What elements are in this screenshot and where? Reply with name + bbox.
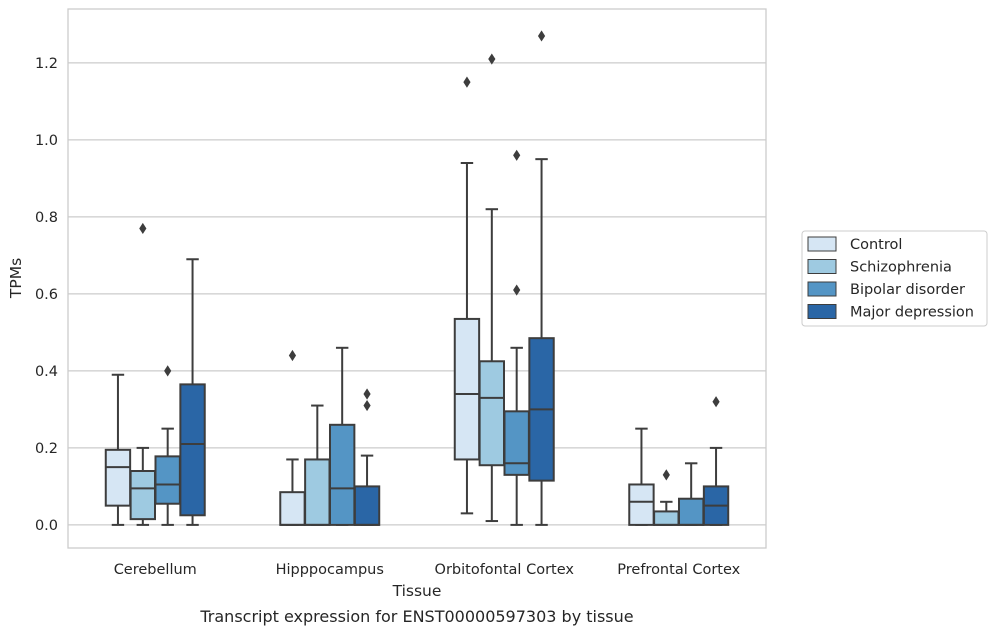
outlier-point: [139, 222, 147, 235]
box-iqr: [677, 497, 705, 526]
y-tick-label: 1.0: [35, 133, 58, 149]
legend-label: Schizophrenia: [850, 260, 952, 276]
outlier-point: [288, 349, 297, 362]
box-0-2: [453, 76, 481, 515]
x-axis-label: Tissue: [392, 582, 442, 600]
box-3-0: [179, 258, 206, 526]
legend-label: Bipolar disorder: [850, 282, 965, 298]
outlier-point: [463, 76, 471, 88]
legend-label: Control: [850, 237, 902, 253]
boxes: [104, 30, 730, 526]
outlier-point: [712, 396, 720, 408]
x-axis-ticks: Cerebellum Hipppocampus Orbitofontal Corte…: [114, 562, 741, 578]
box-iqr: [653, 510, 680, 526]
outlier-point: [537, 30, 546, 42]
legend-swatch: [807, 304, 837, 319]
x-tick-label: Hipppocampus: [276, 562, 384, 578]
box-iqr: [179, 383, 206, 517]
legend-swatch: [807, 236, 837, 252]
plot-frame: [67, 8, 767, 549]
box-iqr: [503, 410, 530, 476]
y-tick-label: 0.0: [35, 518, 58, 534]
box-iqr: [129, 470, 157, 521]
legend-frame: [801, 230, 988, 327]
box-0-3: [628, 427, 655, 526]
outlier-point: [662, 469, 670, 481]
y-axis-ticks: 0.0 0.2 0.4 0.6 0.8 1.0 1.2: [35, 56, 58, 534]
box-iqr: [154, 455, 181, 505]
box-iqr: [304, 458, 331, 526]
box-3-3: [702, 396, 730, 526]
outlier-point: [513, 284, 521, 296]
box-1-2: [478, 53, 506, 523]
box-iqr: [279, 491, 306, 526]
outlier-point: [513, 149, 521, 161]
box-1-0: [129, 222, 157, 526]
y-tick-label: 0.8: [35, 210, 58, 226]
outlier-point: [363, 388, 371, 400]
box-iqr: [353, 485, 381, 526]
box-iqr: [328, 423, 356, 526]
box-iqr: [478, 360, 506, 467]
box-iqr: [453, 317, 481, 461]
x-tick-label: Prefrontal Cortex: [617, 562, 740, 578]
legend-swatch: [807, 259, 837, 274]
chart-caption: Transcript expression for ENST0000059730…: [199, 607, 633, 626]
legend-swatch: [807, 281, 837, 297]
y-tick-label: 0.4: [35, 364, 58, 380]
box-2-1: [328, 346, 356, 526]
x-tick-label: Orbitofontal Cortex: [435, 562, 575, 578]
box-3-1: [353, 388, 381, 526]
box-iqr: [628, 483, 655, 526]
y-axis-label: TPMs: [7, 258, 25, 299]
box-2-0: [154, 365, 181, 526]
box-2-2: [503, 149, 530, 526]
x-tick-label: Cerebellum: [114, 562, 197, 578]
y-tick-label: 0.2: [35, 441, 58, 457]
outlier-point: [488, 53, 496, 65]
outlier-point: [363, 399, 371, 412]
legend-label: Major depression: [850, 305, 974, 321]
y-tick-label: 0.6: [35, 287, 58, 303]
outlier-point: [164, 365, 172, 377]
legend: Control Schizophrenia Bipolar disorder Majo…: [801, 230, 988, 327]
y-tick-label: 1.2: [35, 56, 58, 72]
box-3-2: [528, 30, 555, 526]
box-iqr: [104, 448, 132, 507]
